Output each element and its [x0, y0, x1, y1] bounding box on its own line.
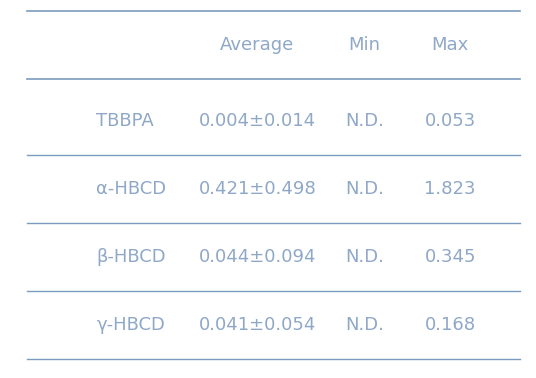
- Text: 0.053: 0.053: [425, 112, 476, 130]
- Text: 0.345: 0.345: [425, 248, 476, 266]
- Text: γ-HBCD: γ-HBCD: [96, 316, 165, 334]
- Text: 0.168: 0.168: [425, 316, 476, 334]
- Text: 0.421±0.498: 0.421±0.498: [198, 180, 316, 198]
- Text: TBBPA: TBBPA: [96, 112, 154, 130]
- Text: N.D.: N.D.: [345, 316, 384, 334]
- Text: Average: Average: [220, 36, 294, 54]
- Text: N.D.: N.D.: [345, 180, 384, 198]
- Text: 0.041±0.054: 0.041±0.054: [199, 316, 316, 334]
- Text: Min: Min: [348, 36, 381, 54]
- Text: 0.044±0.094: 0.044±0.094: [198, 248, 316, 266]
- Text: N.D.: N.D.: [345, 112, 384, 130]
- Text: 0.004±0.014: 0.004±0.014: [199, 112, 316, 130]
- Text: 1.823: 1.823: [425, 180, 476, 198]
- Text: β-HBCD: β-HBCD: [96, 248, 166, 266]
- Text: Max: Max: [431, 36, 469, 54]
- Text: N.D.: N.D.: [345, 248, 384, 266]
- Text: α-HBCD: α-HBCD: [96, 180, 167, 198]
